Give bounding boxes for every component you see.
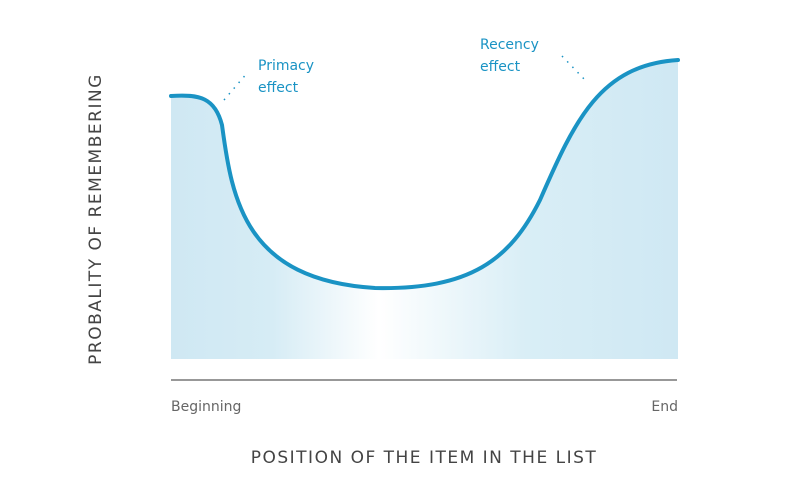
memory-curve xyxy=(169,58,680,291)
annotation-line: effect xyxy=(480,59,521,75)
annotation-line: Recency xyxy=(480,37,539,53)
x-axis-label: POSITION OF THE ITEM IN THE LIST xyxy=(251,448,598,468)
x-start-label: Beginning xyxy=(171,399,241,415)
annotation-line: Primacy xyxy=(258,58,314,74)
annotation-line: effect xyxy=(258,80,299,96)
x-end-label: End xyxy=(651,399,678,415)
curve-area xyxy=(171,60,678,359)
recency-leader xyxy=(561,55,586,81)
primacy-leader xyxy=(223,71,249,101)
y-axis-label: PROBALITY OF REMEMBERING xyxy=(86,73,106,365)
